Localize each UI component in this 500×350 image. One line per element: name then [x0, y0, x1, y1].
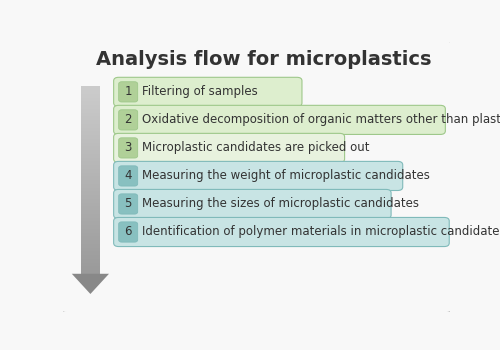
- Polygon shape: [80, 225, 100, 229]
- Polygon shape: [80, 188, 100, 191]
- Polygon shape: [80, 221, 100, 225]
- FancyBboxPatch shape: [60, 41, 452, 313]
- Text: 2: 2: [124, 113, 132, 126]
- Polygon shape: [80, 90, 100, 94]
- FancyBboxPatch shape: [118, 222, 138, 242]
- FancyBboxPatch shape: [114, 161, 403, 190]
- Polygon shape: [80, 247, 100, 251]
- Polygon shape: [80, 195, 100, 199]
- Text: Microplastic candidates are picked out: Microplastic candidates are picked out: [142, 141, 369, 154]
- Text: Measuring the sizes of microplastic candidates: Measuring the sizes of microplastic cand…: [142, 197, 418, 210]
- Text: 4: 4: [124, 169, 132, 182]
- Polygon shape: [80, 158, 100, 161]
- Text: 6: 6: [124, 225, 132, 238]
- Text: Measuring the weight of microplastic candidates: Measuring the weight of microplastic can…: [142, 169, 430, 182]
- Polygon shape: [80, 229, 100, 232]
- Polygon shape: [80, 135, 100, 139]
- Polygon shape: [80, 131, 100, 135]
- Text: 5: 5: [124, 197, 132, 210]
- Polygon shape: [80, 165, 100, 169]
- FancyBboxPatch shape: [118, 138, 138, 158]
- Polygon shape: [80, 266, 100, 270]
- Polygon shape: [80, 255, 100, 259]
- FancyBboxPatch shape: [118, 110, 138, 130]
- Polygon shape: [80, 251, 100, 255]
- Polygon shape: [80, 203, 100, 206]
- Text: 1: 1: [124, 85, 132, 98]
- Polygon shape: [80, 109, 100, 113]
- FancyBboxPatch shape: [114, 105, 446, 134]
- Polygon shape: [80, 262, 100, 266]
- Polygon shape: [80, 199, 100, 203]
- Polygon shape: [80, 270, 100, 274]
- Text: Identification of polymer materials in microplastic candidates: Identification of polymer materials in m…: [142, 225, 500, 238]
- FancyBboxPatch shape: [118, 82, 138, 102]
- FancyBboxPatch shape: [118, 166, 138, 186]
- Polygon shape: [80, 244, 100, 247]
- Polygon shape: [80, 150, 100, 154]
- Polygon shape: [80, 173, 100, 176]
- Polygon shape: [80, 113, 100, 117]
- Polygon shape: [80, 124, 100, 128]
- Polygon shape: [80, 154, 100, 158]
- Text: Analysis flow for microplastics: Analysis flow for microplastics: [96, 50, 432, 69]
- Polygon shape: [80, 139, 100, 143]
- Polygon shape: [80, 206, 100, 210]
- Polygon shape: [80, 146, 100, 150]
- FancyBboxPatch shape: [114, 189, 391, 218]
- Polygon shape: [80, 191, 100, 195]
- FancyBboxPatch shape: [114, 133, 344, 162]
- FancyBboxPatch shape: [114, 217, 449, 246]
- Polygon shape: [80, 117, 100, 120]
- Polygon shape: [80, 259, 100, 262]
- Text: Filtering of samples: Filtering of samples: [142, 85, 258, 98]
- Polygon shape: [80, 169, 100, 173]
- Text: Oxidative decomposition of organic matters other than plastics: Oxidative decomposition of organic matte…: [142, 113, 500, 126]
- Polygon shape: [80, 98, 100, 101]
- Polygon shape: [80, 210, 100, 214]
- Polygon shape: [80, 232, 100, 236]
- Polygon shape: [80, 128, 100, 131]
- Polygon shape: [80, 94, 100, 98]
- Polygon shape: [80, 180, 100, 184]
- Polygon shape: [80, 161, 100, 165]
- Polygon shape: [80, 218, 100, 221]
- Polygon shape: [80, 86, 100, 90]
- Polygon shape: [72, 274, 109, 294]
- FancyBboxPatch shape: [118, 194, 138, 214]
- Polygon shape: [80, 236, 100, 240]
- Polygon shape: [80, 184, 100, 188]
- FancyBboxPatch shape: [114, 77, 302, 106]
- Polygon shape: [80, 102, 100, 105]
- Polygon shape: [80, 176, 100, 180]
- Polygon shape: [80, 143, 100, 146]
- Text: 3: 3: [124, 141, 132, 154]
- Polygon shape: [80, 105, 100, 109]
- Polygon shape: [80, 120, 100, 124]
- Polygon shape: [80, 214, 100, 218]
- Polygon shape: [80, 240, 100, 244]
